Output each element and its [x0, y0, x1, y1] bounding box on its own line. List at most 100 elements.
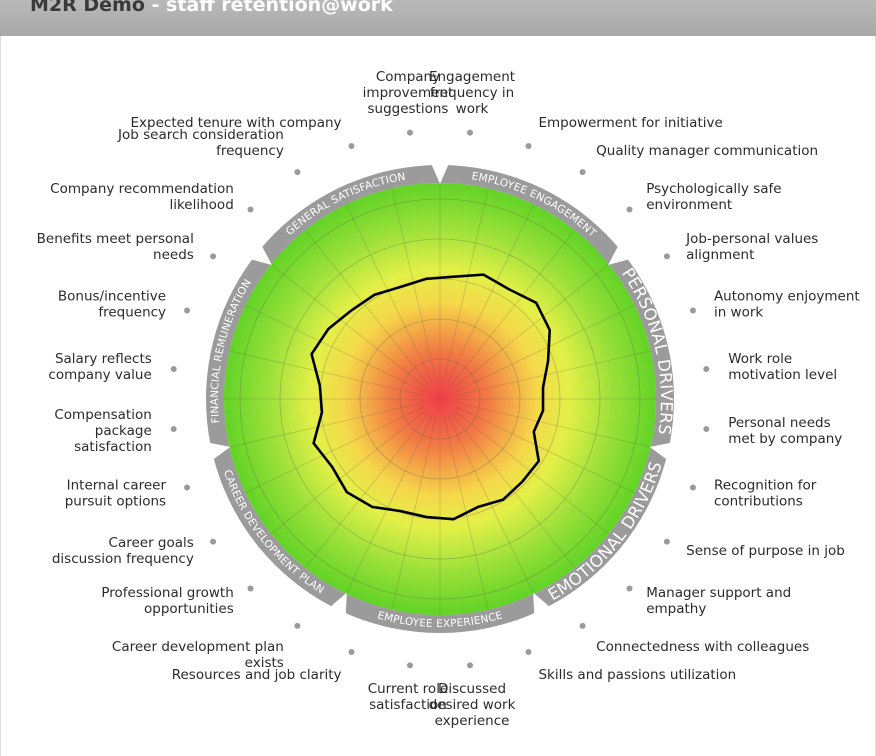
axis-label: Resources and job clarity	[172, 667, 342, 683]
grid-spoke	[345, 414, 433, 594]
grid-spoke	[270, 264, 427, 389]
grid-spoke	[305, 412, 430, 569]
axis-label-line: frequency in	[430, 85, 514, 101]
grid-spoke	[443, 188, 489, 383]
axis-label-line: frequency	[216, 143, 284, 159]
axis-label-line: Autonomy enjoyment	[714, 289, 860, 305]
axis-label: Connectedness with colleagues	[596, 639, 809, 655]
axis-label: Benefits meet personal needs	[37, 231, 194, 263]
axis-label-line: met by company	[728, 431, 842, 447]
axis-label: Bonus/incentive frequency	[58, 289, 166, 321]
axis-label: Job-personal values alignment	[685, 231, 818, 263]
axis-label-line: Work role	[728, 351, 792, 367]
axis-label: Internal career pursuit options	[65, 477, 167, 509]
band-notch	[329, 592, 347, 616]
axis-label: Engagement frequency in work	[429, 69, 515, 117]
axis-label: Discussed desired work experience	[429, 681, 516, 729]
axis-marker-dot	[689, 307, 696, 314]
axis-label-line: Job-personal values	[685, 231, 818, 247]
axis-label-line: frequency	[98, 305, 166, 321]
axis-label-line: needs	[153, 247, 194, 263]
axis-label-line: Skills and passions utilization	[538, 667, 736, 683]
grid-spoke	[245, 406, 425, 494]
axis-labels: Engagement frequency in work Empowerment fo…	[37, 69, 860, 729]
axis-label-line: Compensation	[54, 407, 151, 423]
axis-marker-dot	[406, 662, 413, 669]
axis-label: Autonomy enjoyment in work	[714, 289, 860, 321]
axis-label-line: Connectedness with colleagues	[596, 639, 809, 655]
axis-label-line: improvement	[363, 85, 454, 101]
axis-marker-dot	[170, 365, 177, 372]
axis-label-line: satisfaction	[369, 697, 447, 713]
axis-marker-dot	[467, 129, 474, 136]
axis-label-line: Salary reflects	[55, 351, 152, 367]
axis-marker-dot	[170, 426, 177, 433]
axis-label-line: Resources and job clarity	[172, 667, 342, 683]
axis-label: Professional growth opportunities	[101, 585, 233, 617]
band-notch	[608, 244, 631, 265]
grid-ring	[399, 358, 481, 440]
grid-spoke	[305, 229, 430, 386]
grid-spoke	[229, 402, 424, 448]
grid-spoke	[229, 350, 424, 396]
axis-label-line: Manager support and	[646, 585, 791, 601]
grid-ring	[279, 238, 601, 560]
band-notches	[208, 163, 672, 616]
axis-label-line: Psychologically safe	[646, 181, 781, 197]
axis-label-line: suggestions	[367, 101, 448, 117]
app-title: M2R Demo - staff retention@work	[30, 0, 393, 16]
axis-marker-dot	[184, 484, 191, 491]
axis-label: Salary reflects company value	[48, 351, 151, 383]
axis-label-line: Quality manager communication	[596, 143, 818, 159]
axis-label: Career goals discussion frequency	[52, 535, 194, 567]
axis-label-line: Expected tenure with company	[131, 115, 342, 131]
axis-marker-dot	[294, 622, 301, 629]
axis-marker-dot	[184, 307, 191, 314]
axis-label-line: in work	[714, 305, 763, 321]
axis-marker-dot	[406, 129, 413, 136]
axis-label-line: Internal career	[67, 477, 167, 493]
axis-label-line: discussion frequency	[52, 551, 194, 567]
grid-spoke	[450, 229, 575, 386]
axis-marker-dot	[348, 648, 355, 655]
grid-spoke	[245, 304, 425, 392]
axis-label-line: Career development plan	[112, 639, 284, 655]
axis-label: Skills and passions utilization	[538, 667, 736, 683]
axis-label-line: alignment	[686, 247, 754, 263]
axis-marker-dot	[626, 585, 633, 592]
grid-spoke	[391, 188, 437, 383]
axis-label: Compensation package satisfaction	[54, 407, 151, 455]
band-notch	[249, 244, 272, 265]
axis-marker-dot	[703, 365, 710, 372]
axis-label-line: desired work	[429, 697, 516, 713]
grid-spoke	[345, 204, 433, 384]
axis-label-line: Empowerment for initiative	[538, 115, 722, 131]
axis-label-line: satisfaction	[74, 439, 152, 455]
axis-label-line: Sense of purpose in job	[686, 543, 845, 559]
grid-spoke	[455, 406, 635, 494]
axis-label: Work role motivation level	[728, 351, 837, 383]
axis-label: Psychologically safe environment	[646, 181, 781, 213]
band-notch	[533, 592, 551, 616]
axis-label-line: Company	[376, 69, 440, 85]
grid-ring	[239, 198, 641, 600]
band-notch	[430, 163, 450, 184]
axis-label-line: experience	[435, 713, 510, 729]
axis-label: Recognition for contributions	[714, 477, 817, 509]
band-notch	[649, 442, 672, 461]
axis-label-line: contributions	[714, 493, 803, 509]
axis-label: Manager support and empathy	[646, 585, 791, 617]
axis-label-line: Current role	[368, 681, 449, 697]
radar-grid	[224, 183, 656, 615]
axis-marker-dot	[525, 648, 532, 655]
axis-label-line: Bonus/incentive	[58, 289, 166, 305]
axis-label-line: work	[456, 101, 489, 117]
axis-label: Quality manager communication	[596, 143, 818, 159]
axis-marker-dot	[210, 253, 217, 260]
axis-label: Current role satisfaction	[368, 681, 449, 713]
axis-label-line: Recognition for	[714, 477, 817, 493]
axis-marker-dot	[703, 426, 710, 433]
grid-spoke	[447, 204, 535, 384]
title-bar: M2R Demo - staff retention@work	[0, 0, 876, 37]
